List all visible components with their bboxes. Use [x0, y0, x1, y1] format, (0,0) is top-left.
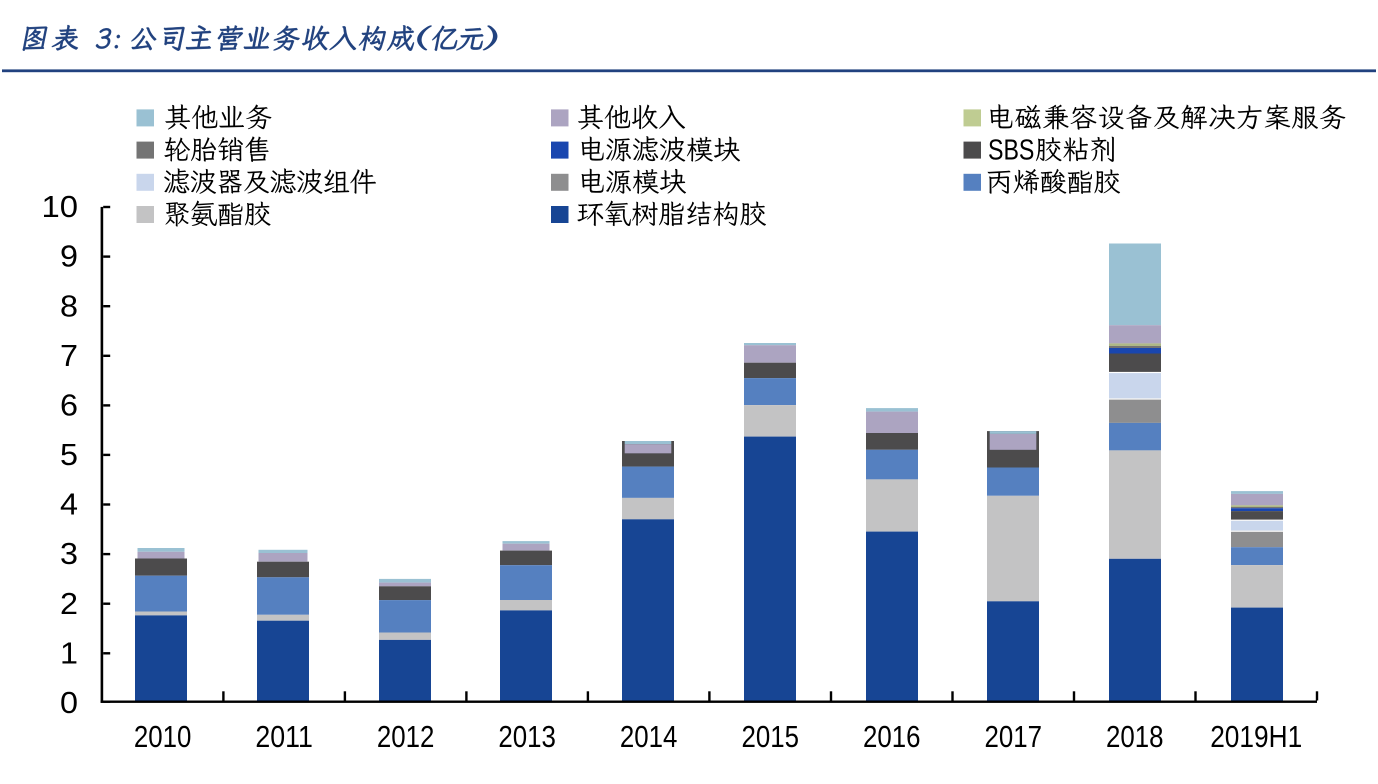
svg-text:6: 6: [60, 389, 78, 423]
svg-text:9: 9: [60, 240, 78, 274]
svg-text:5: 5: [60, 438, 78, 472]
svg-text:10: 10: [42, 190, 79, 224]
svg-text:2014: 2014: [620, 720, 678, 754]
svg-text:2018: 2018: [1106, 720, 1164, 754]
svg-text:2019H1: 2019H1: [1210, 720, 1302, 754]
svg-text:2: 2: [60, 587, 78, 621]
svg-text:7: 7: [60, 339, 78, 373]
svg-text:SBS: SBS: [988, 133, 1034, 166]
svg-text:2011: 2011: [255, 720, 313, 754]
svg-text:8: 8: [60, 289, 78, 323]
svg-text:0: 0: [60, 686, 78, 720]
svg-text:1: 1: [60, 636, 78, 670]
svg-text:2015: 2015: [742, 720, 800, 754]
svg-text:2013: 2013: [498, 720, 556, 754]
svg-text:3: 3: [60, 537, 78, 571]
svg-text:2016: 2016: [863, 720, 921, 754]
svg-text:2017: 2017: [985, 720, 1043, 754]
svg-text:2010: 2010: [134, 720, 192, 754]
svg-text:2012: 2012: [377, 720, 435, 754]
svg-text:4: 4: [60, 488, 78, 522]
